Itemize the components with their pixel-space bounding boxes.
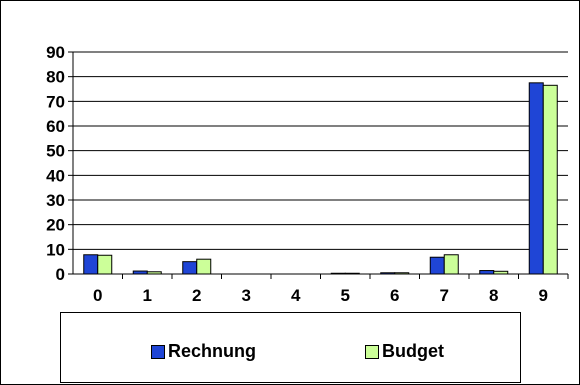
legend-item-budget: Budget [365,341,444,362]
bar-rechnung-0 [83,254,99,275]
bar-rechnung-2 [182,261,198,275]
x-tick-labels: 0 1 2 3 4 5 6 7 8 9 [93,286,548,305]
x-tick-label: 3 [242,286,251,305]
y-tick-label: 60 [46,117,65,136]
y-tick-label: 30 [46,191,65,210]
legend-label-rechnung: Rechnung [168,341,256,361]
bar-budget-2 [196,258,212,275]
y-tick-label: 0 [56,265,65,284]
x-tick-label: 8 [489,286,498,305]
legend-swatch-budget [365,344,379,359]
x-tick-label: 4 [291,286,301,305]
legend: Rechnung Budget [60,312,521,383]
bars [83,82,558,275]
legend-item-rechnung: Rechnung [151,341,256,362]
bar-rechnung-8 [479,270,495,275]
legend-label-budget: Budget [382,341,444,361]
bar-budget-9 [542,84,558,275]
bar-budget-7 [443,254,459,275]
axes [68,51,569,279]
y-tick-label: 40 [46,166,65,185]
gridlines [73,51,568,250]
y-tick-label: 50 [46,142,65,161]
x-tick-label: 6 [390,286,399,305]
x-tick-label: 0 [93,286,102,305]
y-tick-label: 90 [46,43,65,62]
bar-budget-0 [97,254,113,275]
bar-rechnung-9 [528,82,544,275]
y-tick-label: 70 [46,92,65,111]
x-tick-label: 7 [440,286,449,305]
y-tick-label: 20 [46,216,65,235]
x-tick-label: 5 [341,286,350,305]
y-tick-labels: 0 10 20 30 40 50 60 70 80 90 [46,43,65,284]
bar-rechnung-7 [429,256,445,275]
x-tick-label: 2 [192,286,201,305]
y-tick-label: 80 [46,68,65,87]
legend-swatch-rechnung [151,344,165,359]
x-tick-label: 1 [143,286,152,305]
x-tick-label: 9 [539,286,548,305]
bar-chart: 0 10 20 30 40 50 60 70 80 90 0 1 2 3 4 5 6 7 8 9 [46,43,569,305]
y-tick-label: 10 [46,240,65,259]
